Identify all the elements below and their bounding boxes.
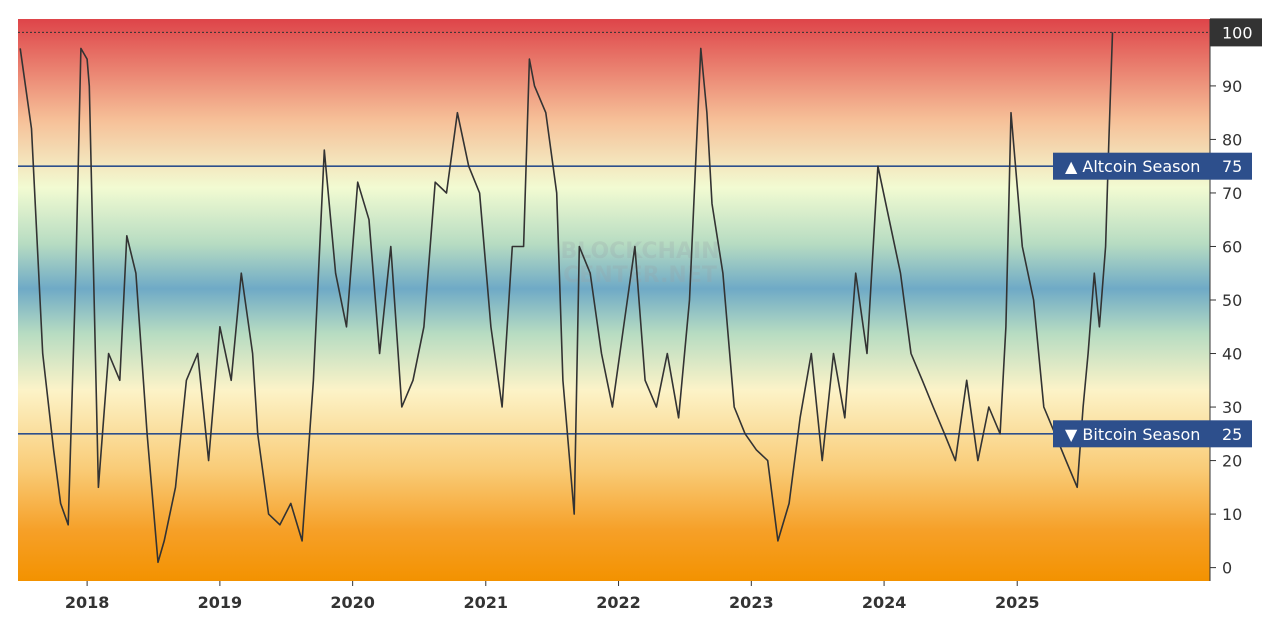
x-tick-label: 2021: [464, 593, 509, 612]
y-tick-label: 40: [1222, 345, 1242, 364]
x-tick-label: 2024: [862, 593, 907, 612]
y-tick-label: 30: [1222, 398, 1242, 417]
current-value-badge: 100: [1210, 18, 1262, 47]
threshold-labels: ▲ Altcoin Season 75 ▼ Bitcoin Season 25: [1053, 152, 1252, 448]
x-tick-label: 2022: [596, 593, 641, 612]
y-tick-label: 20: [1222, 452, 1242, 471]
threshold-badge-0: [1053, 152, 1252, 180]
x-tick-label: 2018: [65, 593, 110, 612]
x-tick-label: 2020: [330, 593, 375, 612]
x-tick-label: 2023: [729, 593, 774, 612]
current-value-label: 100: [1222, 23, 1253, 42]
y-tick-label: 10: [1222, 505, 1242, 524]
y-tick-label: 70: [1222, 184, 1242, 203]
threshold-label-text: ▼ Bitcoin Season: [1065, 425, 1200, 444]
y-tick-label: 50: [1222, 291, 1242, 310]
threshold-badge-1: [1053, 420, 1252, 448]
watermark-line-2: CENTER.NET: [563, 263, 717, 288]
y-tick-label: 0: [1222, 559, 1232, 578]
x-tick-label: 2025: [995, 593, 1040, 612]
series-line: [19, 32, 1114, 564]
threshold-label-value: 75: [1222, 157, 1242, 176]
y-axis: 0 10 20 30 40 50 60 70 80 90: [1210, 77, 1242, 578]
x-axis: 2018 2019 2020 2021 2022 2023 2024 2025: [65, 581, 1040, 612]
x-tick-label: 2019: [198, 593, 243, 612]
watermark-line-1: BLOCKCHAIN: [560, 239, 719, 264]
current-value-badge-bg: [1210, 18, 1262, 47]
watermark: BLOCKCHAIN CENTER.NET: [560, 239, 719, 288]
plot-background: [18, 19, 1210, 581]
threshold-label-text: ▲ Altcoin Season: [1065, 157, 1200, 176]
threshold-lines: [18, 165, 1210, 435]
threshold-label-value: 25: [1222, 425, 1242, 444]
y-tick-label: 90: [1222, 77, 1242, 96]
y-tick-label: 60: [1222, 237, 1242, 256]
y-tick-label: 80: [1222, 130, 1242, 149]
